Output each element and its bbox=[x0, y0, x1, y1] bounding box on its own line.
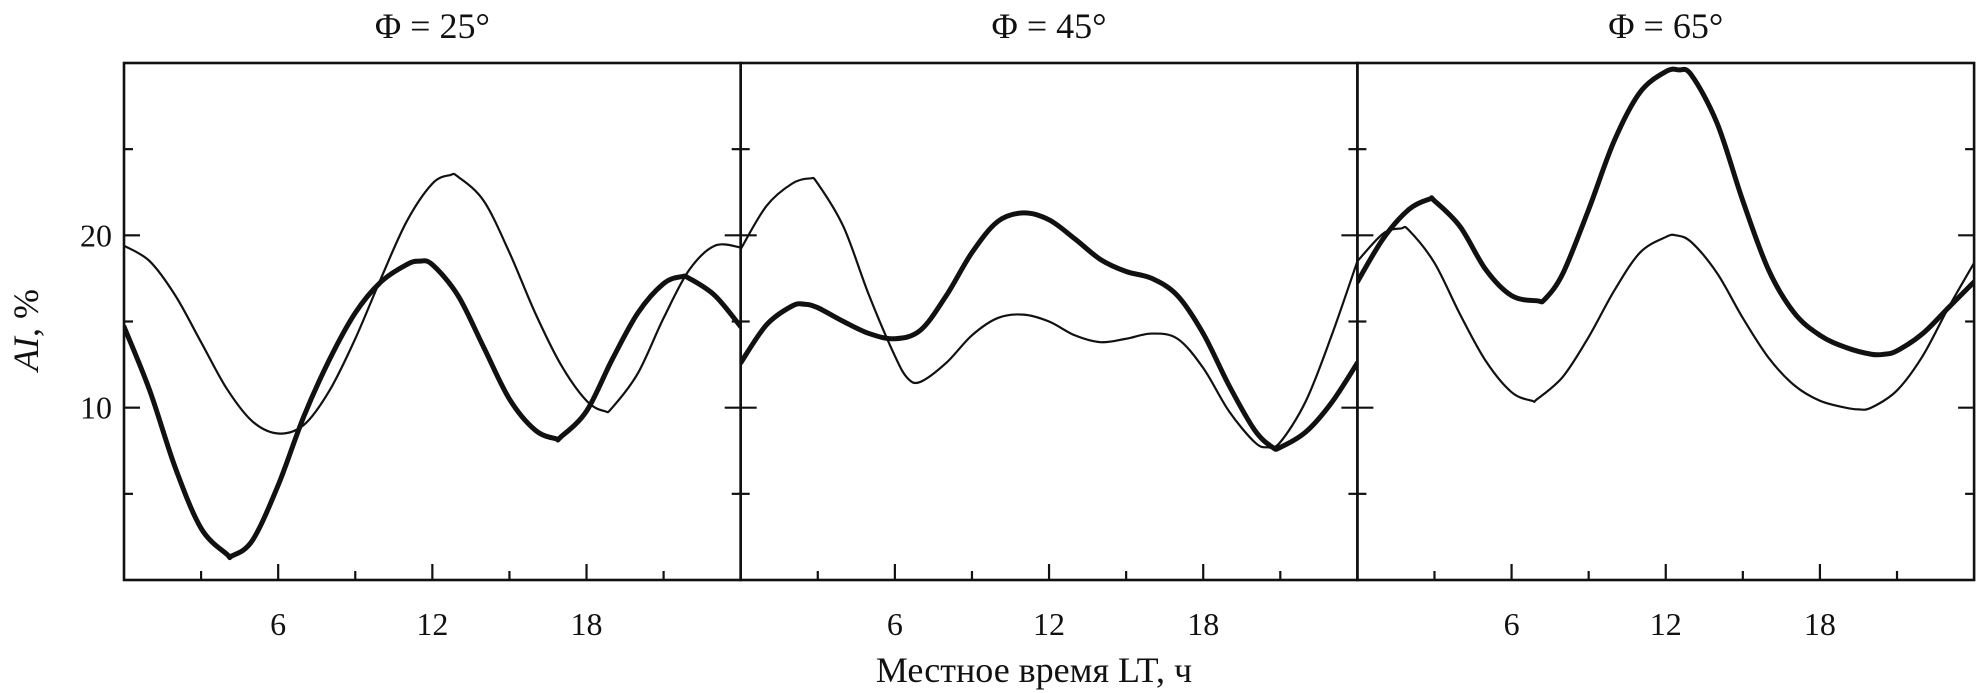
x-tick-label: 12 bbox=[416, 606, 448, 642]
series-line-thin bbox=[740, 176, 1358, 449]
series-line-thin bbox=[1357, 225, 1975, 411]
y-tick-label: 20 bbox=[80, 217, 112, 253]
x-tick-label: 18 bbox=[1187, 606, 1219, 642]
y-tick-label: 10 bbox=[80, 390, 112, 426]
panel-title: Φ = 45° bbox=[992, 6, 1107, 46]
y-axis-label-main: AI bbox=[6, 335, 46, 373]
panel-2: Φ = 45° bbox=[739, 6, 1359, 582]
x-tick-label: 12 bbox=[1033, 606, 1065, 642]
series-line-thick bbox=[1357, 66, 1975, 358]
x-tick-label: 18 bbox=[571, 606, 603, 642]
series-line-thick bbox=[740, 210, 1358, 452]
series-line-thick bbox=[124, 258, 741, 561]
panels: Φ = 25° Φ = 45° Φ = 65° bbox=[122, 6, 1976, 582]
panel-frame bbox=[122, 61, 743, 582]
series-line-thin bbox=[124, 172, 741, 435]
panel-1: Φ = 25° bbox=[122, 6, 743, 582]
y-tick-labels: 10 20 bbox=[80, 217, 112, 425]
x-tick-label: 6 bbox=[887, 606, 903, 642]
x-tick-label: 6 bbox=[270, 606, 286, 642]
x-tick-label: 6 bbox=[1504, 606, 1520, 642]
x-axis-label: Местное время LT, ч bbox=[876, 650, 1192, 690]
panel-frame bbox=[1356, 61, 1976, 582]
panel-title: Φ = 25° bbox=[375, 6, 490, 46]
x-tick-label: 18 bbox=[1804, 606, 1836, 642]
panel-3: Φ = 65° bbox=[1356, 6, 1976, 582]
x-tick-labels: 6 12 18 6 12 18 6 12 18 bbox=[270, 606, 1836, 642]
y-axis-label: AI, % bbox=[6, 289, 46, 373]
x-tick-label: 12 bbox=[1650, 606, 1682, 642]
panel-title: Φ = 65° bbox=[1608, 6, 1723, 46]
y-axis-label-unit: , % bbox=[6, 289, 46, 337]
